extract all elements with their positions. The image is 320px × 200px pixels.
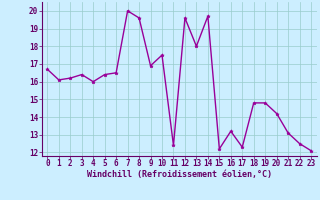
- X-axis label: Windchill (Refroidissement éolien,°C): Windchill (Refroidissement éolien,°C): [87, 170, 272, 179]
